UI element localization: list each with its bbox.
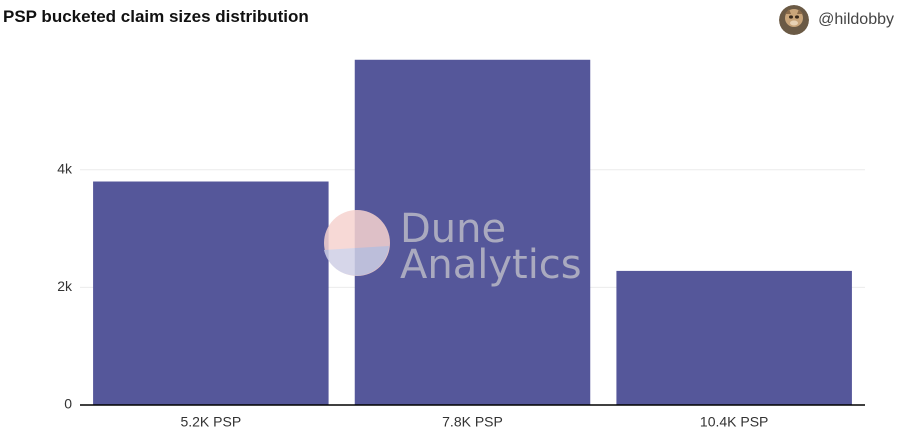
dune-analytics-watermark: Dune Analytics	[324, 206, 582, 288]
bar[interactable]	[354, 59, 591, 406]
avatar	[779, 5, 810, 35]
author-badge[interactable]: @hildobby	[779, 4, 894, 36]
tick-labels: 0 2k 4k 5.2K PSP 7.8K PSP 10.4K PSP	[57, 160, 768, 429]
y-tick-label: 4k	[57, 160, 73, 176]
x-tick-label: 7.8K PSP	[442, 414, 503, 430]
bar[interactable]	[93, 181, 329, 405]
author-name: @hildobby	[818, 11, 894, 28]
x-tick-label: 10.4K PSP	[700, 414, 769, 430]
watermark-line1: Dune	[400, 206, 506, 252]
watermark-line2: Analytics	[400, 242, 582, 288]
y-tick-label: 2k	[57, 278, 73, 294]
x-tick-label: 5.2K PSP	[180, 414, 241, 430]
bars	[93, 59, 852, 406]
watermark-logo-lower	[324, 246, 389, 276]
bar[interactable]	[616, 270, 852, 405]
y-tick-label: 0	[64, 396, 72, 412]
chart-title: PSP bucketed claim sizes distribution	[3, 7, 309, 26]
